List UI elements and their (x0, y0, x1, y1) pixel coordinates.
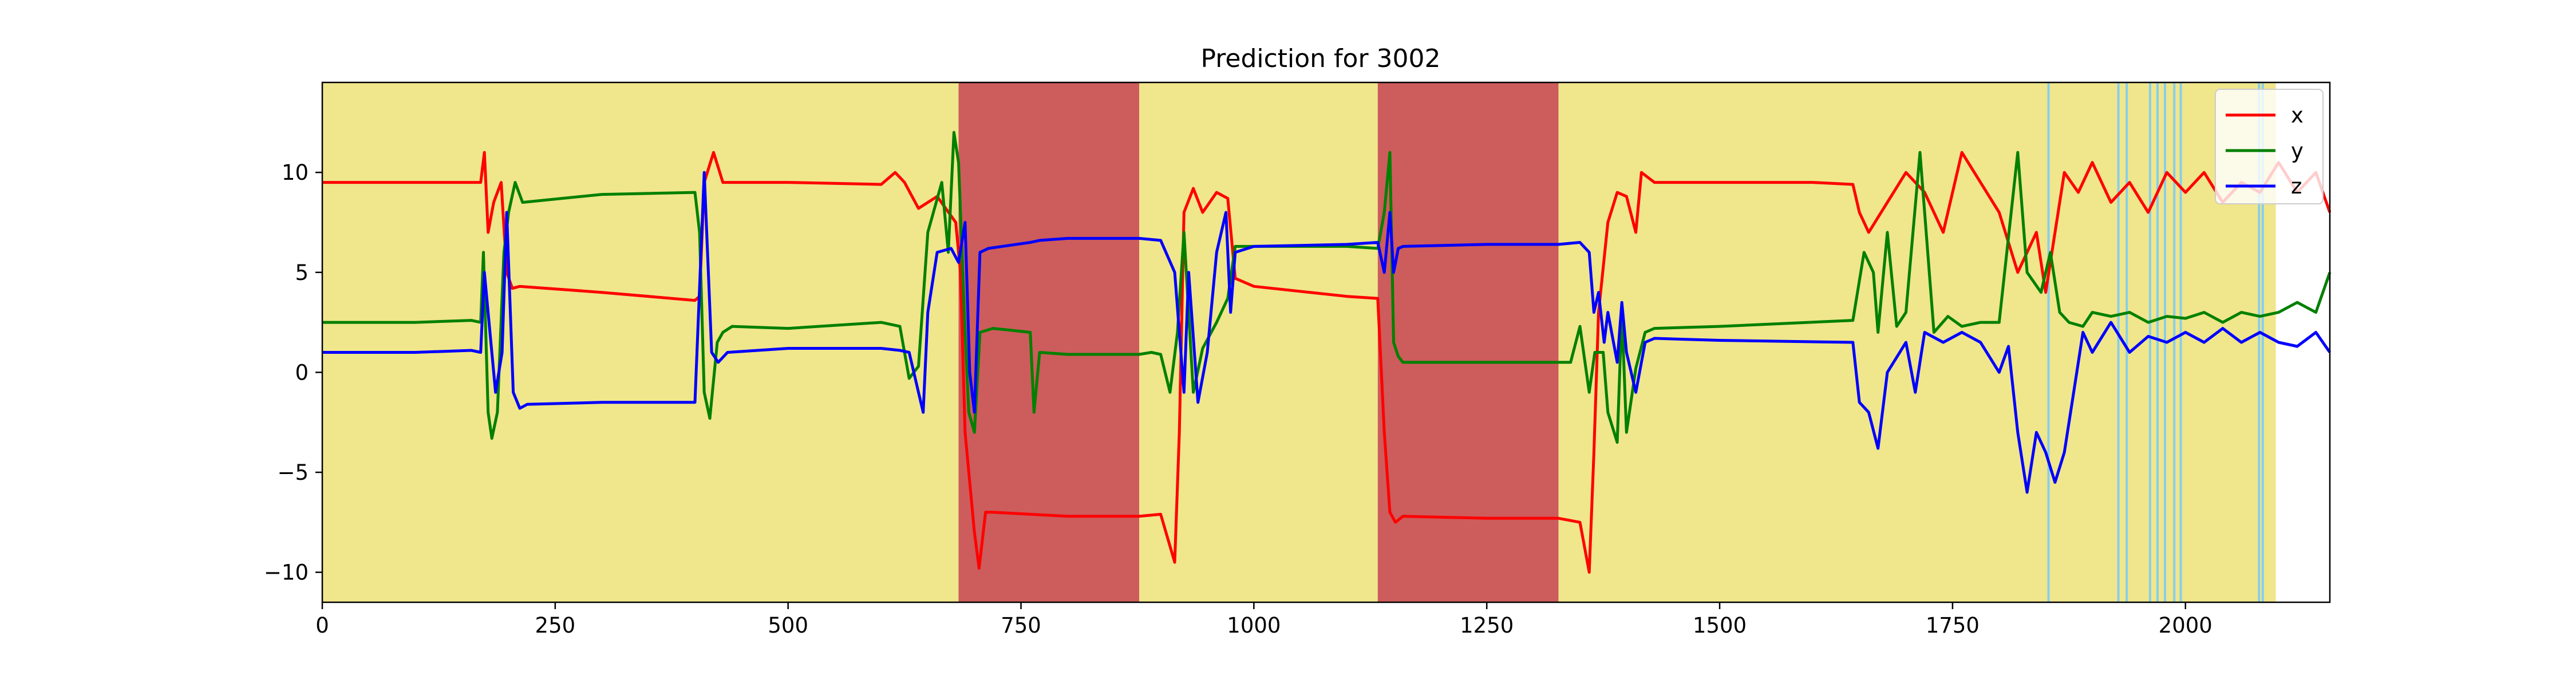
legend-box (2215, 89, 2324, 204)
legend-label-y: y (2291, 139, 2304, 163)
x-tick-label: 1000 (1227, 613, 1281, 638)
series-line-x (322, 151, 2332, 574)
series-line-y (322, 131, 2332, 444)
legend-label-x: x (2291, 103, 2304, 128)
y-tick-label: −10 (264, 560, 309, 585)
y-tick-label: 0 (295, 360, 309, 385)
x-tick-label: 2000 (2159, 613, 2212, 638)
y-tick-label: 5 (295, 260, 309, 285)
x-tick-label: 1500 (1693, 613, 1747, 638)
x-tick-label: 1250 (1460, 613, 1514, 638)
x-tick-label: 750 (1001, 613, 1041, 638)
y-tick-label: −5 (277, 460, 309, 485)
background-region-3 (1377, 82, 1559, 602)
x-tick-label: 500 (768, 613, 808, 638)
legend: xyz (2215, 89, 2324, 204)
x-tick-label: 0 (315, 613, 329, 638)
x-tick-label: 250 (535, 613, 576, 638)
legend-label-z: z (2291, 174, 2302, 199)
plot-area: 0 250 500 750 1000 1250 1500 1750 2000 −10 −5 0 5 10 (264, 81, 2332, 638)
chart-title: Prediction for 3002 (1200, 44, 1440, 73)
y-tick-label: 10 (282, 160, 309, 185)
axes-frame (321, 81, 2331, 603)
background-region-0 (322, 82, 959, 602)
background-region-1 (958, 82, 1140, 602)
x-tick-label: 1750 (1926, 613, 1980, 638)
series-line-z (322, 171, 2332, 494)
